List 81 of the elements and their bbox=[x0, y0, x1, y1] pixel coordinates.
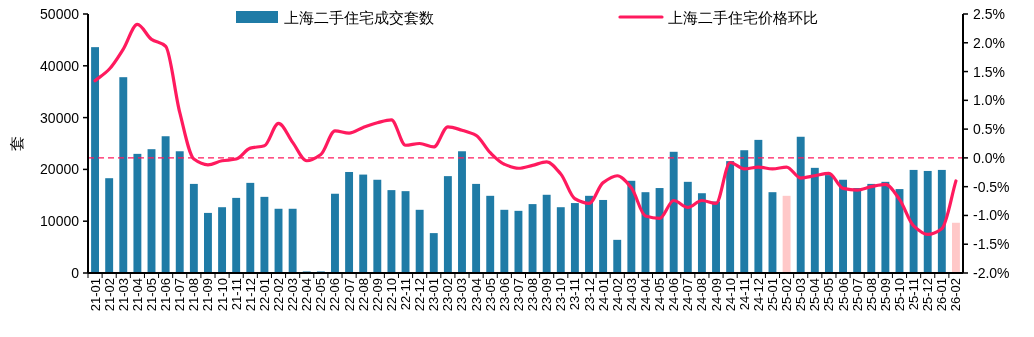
x-tick-label: 21-04 bbox=[129, 278, 145, 312]
x-tick-label: 24-11 bbox=[736, 278, 752, 311]
x-tick-label: 22-02 bbox=[271, 278, 287, 312]
x-tick-label: 23-11 bbox=[567, 278, 583, 311]
x-tick-label: 25-07 bbox=[849, 278, 865, 312]
x-tick-label: 23-06 bbox=[496, 278, 512, 312]
x-tick-label: 24-04 bbox=[637, 278, 653, 312]
x-tick-label: 23-03 bbox=[454, 278, 470, 312]
x-tick-label: 25-06 bbox=[835, 278, 851, 312]
x-tick-label: 24-10 bbox=[722, 278, 738, 312]
x-tick-label: 25-08 bbox=[863, 278, 879, 312]
x-tick-label: 22-11 bbox=[398, 278, 414, 311]
x-tick-label: 21-10 bbox=[214, 278, 230, 312]
x-tick-label: 25-01 bbox=[764, 278, 780, 312]
y2-tick-label: 0.5% bbox=[973, 121, 1005, 138]
x-tick-label: 24-05 bbox=[652, 278, 668, 312]
x-tick-label: 24-12 bbox=[750, 278, 766, 312]
x-tick-label: 21-08 bbox=[186, 278, 202, 312]
x-tick-label: 25-11 bbox=[906, 278, 922, 311]
legend-label: 上海二手住宅成交套数 bbox=[284, 9, 434, 26]
x-tick-label: 21-03 bbox=[115, 278, 131, 312]
x-tick-label: 23-10 bbox=[553, 278, 569, 312]
y2-tick-label: 2.0% bbox=[973, 34, 1005, 51]
y-axis-title: 套 bbox=[8, 135, 25, 151]
x-tick-label: 21-02 bbox=[101, 278, 117, 312]
x-tick-label: 23-08 bbox=[525, 278, 541, 312]
x-tick-label: 22-12 bbox=[412, 278, 428, 312]
x-tick-label: 22-04 bbox=[299, 278, 315, 312]
y-tick-label: 0 bbox=[71, 265, 80, 281]
x-tick-label: 21-11 bbox=[228, 278, 244, 311]
x-tick-label: 26-01 bbox=[934, 278, 950, 312]
y-tick-label: 20000 bbox=[40, 161, 80, 178]
x-tick-label: 23-05 bbox=[482, 278, 498, 312]
x-tick-label: 25-10 bbox=[891, 278, 907, 312]
x-tick-label: 21-05 bbox=[144, 278, 160, 312]
x-tick-label: 22-08 bbox=[355, 278, 371, 312]
x-tick-label: 22-01 bbox=[256, 278, 272, 312]
x-tick-label: 24-03 bbox=[623, 278, 639, 312]
y2-tick-label: 0.0% bbox=[973, 149, 1005, 166]
x-tick-label: 24-09 bbox=[708, 278, 724, 312]
x-tick-label: 21-09 bbox=[200, 278, 216, 312]
y-tick-label: 40000 bbox=[40, 57, 80, 74]
x-tick-label: 23-04 bbox=[468, 278, 484, 312]
x-tick-label: 25-09 bbox=[877, 278, 893, 312]
x-tick-label: 22-03 bbox=[285, 278, 301, 312]
x-tick-label: 24-01 bbox=[595, 278, 611, 312]
y2-tick-label: -2.0% bbox=[973, 265, 1010, 281]
y-tick-label: 30000 bbox=[40, 109, 80, 126]
y-tick-label: 10000 bbox=[40, 213, 80, 230]
x-tick-label: 24-08 bbox=[694, 278, 710, 312]
x-tick-label: 23-01 bbox=[426, 278, 442, 312]
x-tick-label: 21-07 bbox=[172, 278, 188, 312]
y2-tick-label: 1.0% bbox=[973, 92, 1005, 109]
x-tick-label: 21-06 bbox=[158, 278, 174, 312]
y2-tick-label: 2.5% bbox=[973, 6, 1005, 22]
x-tick-label: 25-05 bbox=[821, 278, 837, 312]
x-tick-label: 25-04 bbox=[807, 278, 823, 312]
x-tick-label: 26-02 bbox=[948, 278, 964, 312]
y2-tick-label: -1.5% bbox=[973, 236, 1010, 253]
x-tick-label: 22-07 bbox=[341, 278, 357, 312]
y2-tick-label: -0.5% bbox=[973, 178, 1010, 195]
x-tick-label: 22-09 bbox=[369, 278, 385, 312]
x-tick-label: 23-02 bbox=[440, 278, 456, 312]
x-tick-label: 21-12 bbox=[242, 278, 258, 312]
y2-tick-label: -1.0% bbox=[973, 207, 1010, 224]
x-tick-label: 22-05 bbox=[313, 278, 329, 312]
x-tick-label: 22-10 bbox=[383, 278, 399, 312]
y2-tick-label: 1.5% bbox=[973, 63, 1005, 80]
x-tick-label: 25-02 bbox=[779, 278, 795, 312]
legend-label: 上海二手住宅价格环比 bbox=[668, 9, 818, 26]
x-tick-label: 24-06 bbox=[666, 278, 682, 312]
x-tick-label: 25-12 bbox=[920, 278, 936, 312]
x-tick-label: 23-12 bbox=[581, 278, 597, 312]
y-tick-label: 50000 bbox=[40, 6, 80, 22]
x-tick-label: 24-07 bbox=[680, 278, 696, 312]
x-tick-label: 23-07 bbox=[510, 278, 526, 312]
x-tick-label: 25-03 bbox=[793, 278, 809, 312]
x-tick-label: 24-02 bbox=[609, 278, 625, 312]
x-tick-label: 22-06 bbox=[327, 278, 343, 312]
x-tick-label: 23-09 bbox=[539, 278, 555, 312]
x-tick-label: 21-01 bbox=[87, 278, 103, 312]
